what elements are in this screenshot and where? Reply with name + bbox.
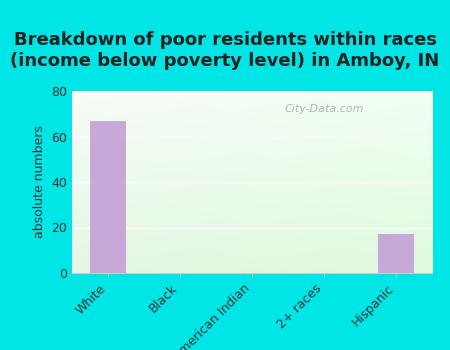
Y-axis label: absolute numbers: absolute numbers <box>32 126 45 238</box>
Text: City-Data.com: City-Data.com <box>284 104 364 114</box>
Text: Breakdown of poor residents within races
(income below poverty level) in Amboy, : Breakdown of poor residents within races… <box>10 31 440 70</box>
Bar <box>90 120 126 273</box>
Bar <box>378 234 414 273</box>
